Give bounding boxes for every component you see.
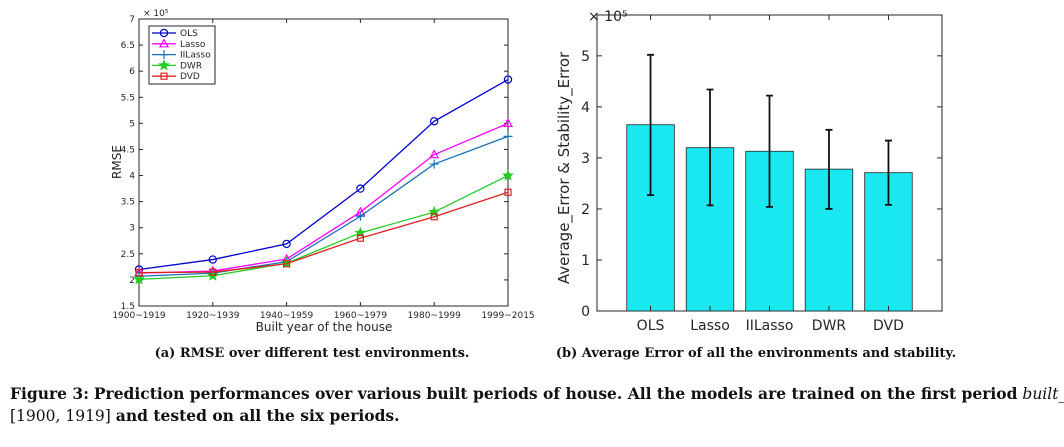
data-point-dvd	[135, 269, 143, 277]
chart-a-subcaption: (a) RMSE over different test environment…	[155, 346, 470, 361]
caption-label: Figure 3:	[10, 384, 89, 403]
error-bar-lasso	[706, 88, 714, 207]
legend-marker-dvd	[160, 72, 168, 80]
error-bar-dwr	[825, 128, 833, 210]
chart-a-y-tick-label: 5	[129, 119, 135, 129]
chart-a-x-tick-label: 1999~2015	[481, 311, 534, 321]
figure-caption: Figure 3: Prediction performances over v…	[10, 383, 1064, 427]
chart-a-series	[133, 75, 514, 285]
chart-a-x-tick-label: 1980~1999	[408, 311, 462, 321]
data-point-lasso	[502, 117, 514, 127]
chart-b: 0 1 2 3 4 5 OLS Lasso IILasso DWR DVD × 10⁵ Avera…	[555, 9, 956, 361]
series-line-iilasso	[138, 135, 509, 277]
chart-a: 1.5 2 2.5 3 3.5 4 4.5 5 5.5 6 6.5 7 1900~1919 1920~1…	[110, 9, 535, 361]
data-point-dwr	[133, 273, 145, 285]
figure-canvas: 1.5 2 2.5 3 3.5 4 4.5 5 5.5 6 6.5 7 1900~1919 1920~1…	[110, 9, 956, 361]
error-bar-dvd	[884, 139, 892, 206]
chart-a-y-tick-label: 6	[129, 67, 135, 77]
chart-b-subcaption: (b) Average Error of all the environment…	[556, 346, 956, 361]
caption-interval: [1900, 1919]	[10, 407, 111, 425]
chart-b-y-tick-label: 2	[581, 202, 590, 218]
data-point-ols	[503, 75, 513, 84]
data-point-iilasso	[355, 211, 365, 221]
chart-a-y-tick-label: 5.5	[121, 93, 135, 103]
series-line-ols	[138, 78, 509, 271]
caption-math-variable: built_year	[1022, 385, 1064, 403]
error-bar-ols	[647, 53, 655, 197]
chart-a-y-tick-label: 3	[129, 224, 135, 234]
data-point-iilasso	[503, 131, 513, 141]
chart-a-y-axis-label: RMSE	[110, 145, 124, 179]
chart-b-bars	[626, 53, 913, 312]
chart-b-x-tick-label: Lasso	[690, 318, 730, 334]
chart-a-x-tick-label: 1940~1959	[260, 311, 314, 321]
chart-a-y-tick-label: 3.5	[121, 198, 135, 208]
data-point-ols	[356, 184, 365, 193]
chart-a-y-tick-label: 6.5	[121, 41, 135, 51]
data-point-ols	[282, 239, 291, 249]
chart-a-x-tick-label: 1960~1979	[334, 311, 388, 321]
error-bar-iilasso	[766, 94, 773, 208]
legend-marker-lasso	[158, 38, 170, 48]
caption-line-1: Figure 3: Prediction performances over v…	[10, 383, 1064, 405]
chart-a-y-tick-label: 2	[129, 276, 135, 286]
chart-b-x-tick-label: IILasso	[746, 318, 794, 334]
chart-a-exponent-label: × 10⁵	[143, 9, 169, 19]
chart-b-y-tick-label: 3	[581, 151, 590, 167]
chart-a-y-tick-label: 4	[129, 172, 135, 182]
legend-label-ols: OLS	[180, 29, 198, 39]
chart-a-y-tick-label: 7	[129, 15, 135, 25]
caption-tail-text: and tested on all the six periods.	[115, 406, 400, 425]
data-point-dvd	[283, 260, 291, 268]
legend-label-lasso: Lasso	[180, 40, 206, 50]
data-point-ols	[430, 117, 439, 126]
legend-marker-dwr	[158, 59, 170, 71]
legend-marker-iilasso	[159, 50, 169, 60]
data-point-dwr	[502, 169, 514, 181]
data-point-lasso	[429, 149, 440, 159]
data-point-dvd	[209, 268, 217, 276]
caption-line-2: [1900, 1919] and tested on all the six p…	[10, 405, 1064, 427]
data-point-dvd	[430, 213, 438, 221]
chart-b-x-tick-label: DWR	[812, 318, 847, 334]
caption-main-text: Prediction performances over various bui…	[93, 384, 1018, 403]
chart-b-y-tick-label: 0	[581, 304, 590, 320]
legend-marker-ols	[159, 28, 169, 38]
series-line-dvd	[138, 191, 509, 274]
series-line-lasso	[138, 122, 509, 274]
chart-b-x-tick-label: OLS	[637, 318, 665, 334]
legend-label-dvd: DVD	[180, 72, 200, 82]
data-point-ols	[208, 255, 217, 264]
chart-a-y-tick-label: 2.5	[121, 250, 135, 260]
chart-a-x-ticks: 1900~1919 1920~1939 1940~1959 1960~1979 1980…	[112, 19, 535, 321]
chart-b-y-ticks: 0 1 2 3 4 5	[581, 49, 942, 320]
chart-b-x-tick-label: DVD	[873, 318, 904, 334]
chart-b-y-tick-label: 4	[581, 100, 590, 116]
legend-label-dwr: DWR	[180, 61, 202, 71]
chart-b-y-tick-label: 5	[581, 49, 590, 65]
data-point-dvd	[504, 188, 512, 196]
chart-a-y-tick-label: 1.5	[121, 302, 135, 312]
chart-b-x-ticks: OLS Lasso IILasso DWR DVD	[637, 15, 904, 334]
chart-a-x-tick-label: 1920~1939	[186, 311, 240, 321]
chart-a-x-axis-label: Built year of the house	[256, 320, 393, 334]
chart-b-y-tick-label: 1	[581, 253, 590, 269]
series-line-dwr	[138, 174, 509, 281]
chart-a-x-tick-label: 1900~1919	[112, 311, 166, 321]
data-point-dvd	[356, 234, 364, 242]
chart-b-exponent-label: × 10⁵	[588, 9, 628, 25]
data-point-iilasso	[429, 159, 439, 169]
chart-a-y-tick-label: 4.5	[121, 145, 135, 155]
chart-a-y-ticks: 1.5 2 2.5 3 3.5 4 4.5 5 5.5 6 6.5 7	[121, 15, 508, 312]
chart-b-y-axis-label: Average_Error & Stability_Error	[555, 51, 574, 284]
legend-label-iilasso: IILasso	[180, 51, 211, 61]
